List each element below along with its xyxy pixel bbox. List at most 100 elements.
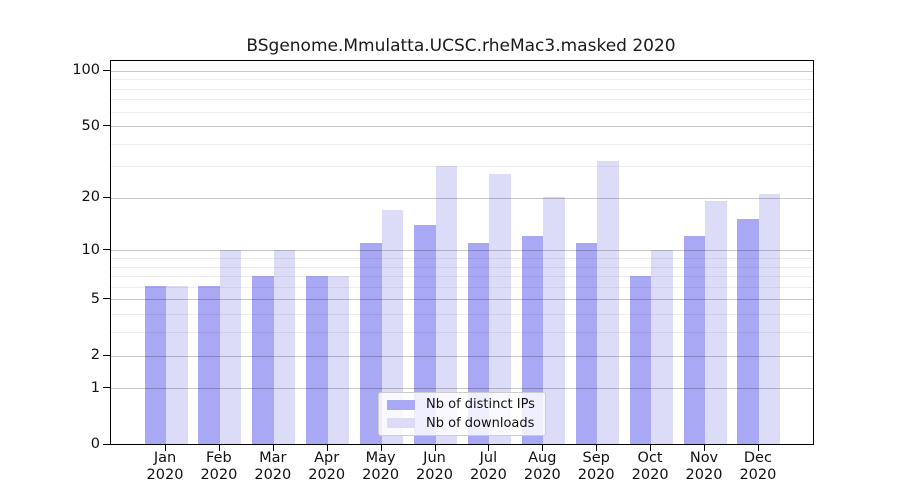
gridline-major-1	[111, 388, 813, 390]
x-tick-nov	[704, 444, 705, 451]
bar-nb-of-downloads-sep	[597, 160, 619, 444]
x-tick-label-sep: Sep 2020	[566, 450, 626, 484]
gridline-minor-8	[111, 266, 813, 268]
bar-nb-of-downloads-oct	[651, 249, 673, 444]
x-tick-month-oct: Oct	[637, 450, 663, 466]
x-tick-year-nov: 2020	[685, 467, 723, 483]
x-tick-month-nov: Nov	[689, 450, 719, 466]
bar-nb-of-downloads-jul	[489, 174, 511, 444]
x-tick-jan	[165, 444, 166, 451]
x-tick-year-may: 2020	[362, 467, 400, 483]
x-tick-label-nov: Nov 2020	[674, 450, 734, 484]
y-tick-label-5: 5	[90, 290, 100, 307]
gridline-major-5	[111, 299, 813, 301]
x-tick-jun	[434, 444, 436, 451]
x-tick-year-apr: 2020	[308, 467, 346, 483]
bar-nb-of-distinct-ips-oct	[629, 275, 652, 444]
y-tick-label-1: 1	[90, 379, 100, 396]
gridline-major-2	[111, 355, 813, 357]
x-tick-label-aug: Aug 2020	[512, 450, 572, 484]
gridline-minor-7	[111, 276, 813, 278]
x-tick-aug	[542, 444, 544, 451]
y-tick-5	[103, 298, 110, 300]
gridline-minor-3	[111, 332, 813, 334]
x-tick-dec	[757, 444, 759, 451]
x-tick-year-jul: 2020	[469, 467, 507, 483]
legend-entry-distinct-ips: Nb of distinct IPs	[387, 397, 537, 413]
legend-swatch-distinct-ips	[387, 399, 415, 410]
bar-nb-of-distinct-ips-feb	[198, 286, 220, 444]
legend-swatch-downloads	[387, 418, 415, 429]
x-tick-label-may: May 2020	[351, 450, 411, 484]
x-tick-year-jun: 2020	[416, 467, 453, 483]
bar-nb-of-distinct-ips-sep	[575, 242, 598, 444]
bar-nb-of-downloads-dec	[758, 193, 781, 444]
y-tick-label-50: 50	[81, 117, 100, 134]
bar-nb-of-distinct-ips-apr	[306, 275, 328, 444]
x-tick-month-jan: Jan	[153, 450, 177, 466]
x-tick-oct	[650, 444, 652, 451]
y-tick-label-10: 10	[81, 241, 100, 258]
x-tick-sep	[596, 444, 598, 451]
y-tick-20	[103, 196, 110, 198]
x-tick-month-aug: Aug	[528, 450, 557, 466]
bar-nb-of-downloads-nov	[705, 201, 727, 444]
gridline-major-10	[111, 250, 813, 252]
x-tick-label-oct: Oct 2020	[620, 450, 680, 484]
x-tick-label-mar: Mar 2020	[243, 450, 303, 484]
gridline-minor-30	[111, 166, 813, 168]
chart-title: BSgenome.Mmulatta.UCSC.rheMac3.masked 20…	[246, 36, 676, 56]
x-tick-label-apr: Apr 2020	[297, 450, 357, 484]
bar-nb-of-downloads-mar	[273, 249, 296, 444]
x-tick-month-jun: Jun	[423, 450, 446, 466]
bar-nb-of-downloads-apr	[327, 275, 350, 444]
bar-nb-of-distinct-ips-may	[360, 242, 382, 444]
x-tick-label-jan: Jan 2020	[135, 450, 195, 484]
gridline-major-100	[111, 70, 813, 72]
bar-nb-of-distinct-ips-mar	[252, 275, 274, 444]
y-tick-label-100: 100	[72, 62, 100, 79]
x-tick-feb	[218, 444, 220, 451]
x-tick-month-mar: Mar	[259, 450, 287, 466]
bar-nb-of-downloads-jun	[435, 165, 457, 444]
y-tick-0	[103, 443, 110, 445]
bar-nb-of-distinct-ips-nov	[683, 236, 705, 444]
x-tick-label-dec: Dec 2020	[728, 450, 788, 484]
bar-nb-of-distinct-ips-jan	[144, 286, 166, 444]
gridline-minor-60	[111, 111, 813, 113]
legend-entry-downloads: Nb of downloads	[387, 416, 537, 432]
x-tick-month-feb: Feb	[206, 450, 232, 466]
plot-area	[110, 60, 814, 445]
bar-nb-of-distinct-ips-dec	[737, 219, 759, 444]
bar-nb-of-downloads-feb	[219, 249, 242, 444]
x-tick-label-feb: Feb 2020	[189, 450, 249, 484]
x-tick-label-jul: Jul 2020	[458, 450, 518, 484]
x-tick-year-mar: 2020	[254, 467, 292, 483]
x-tick-month-jul: Jul	[479, 450, 498, 466]
gridline-minor-6	[111, 286, 813, 288]
gridline-major-50	[111, 126, 813, 127]
legend: Nb of distinct IPs Nb of downloads	[378, 392, 546, 436]
gridline-minor-4	[111, 314, 813, 316]
y-tick-label-20: 20	[81, 189, 100, 206]
x-tick-year-oct: 2020	[631, 467, 669, 483]
x-tick-apr	[326, 444, 328, 451]
x-tick-month-sep: Sep	[582, 450, 610, 466]
gridline-minor-70	[111, 99, 813, 101]
y-tick-label-0: 0	[90, 436, 100, 452]
gridline-minor-90	[111, 79, 813, 81]
gridline-major-20	[111, 197, 813, 199]
x-tick-month-apr: Apr	[314, 450, 340, 466]
y-tick-10	[103, 249, 110, 251]
bar-nb-of-downloads-may	[381, 209, 404, 444]
y-tick-100	[103, 69, 110, 71]
x-tick-month-dec: Dec	[743, 450, 772, 466]
x-tick-mar	[272, 444, 274, 451]
x-tick-year-aug: 2020	[523, 467, 561, 483]
y-tick-1	[103, 387, 110, 389]
legend-label-downloads: Nb of downloads	[426, 415, 535, 431]
gridline-minor-9	[111, 258, 813, 259]
x-tick-year-sep: 2020	[577, 467, 615, 483]
legend-label-distinct-ips: Nb of distinct IPs	[426, 397, 535, 413]
